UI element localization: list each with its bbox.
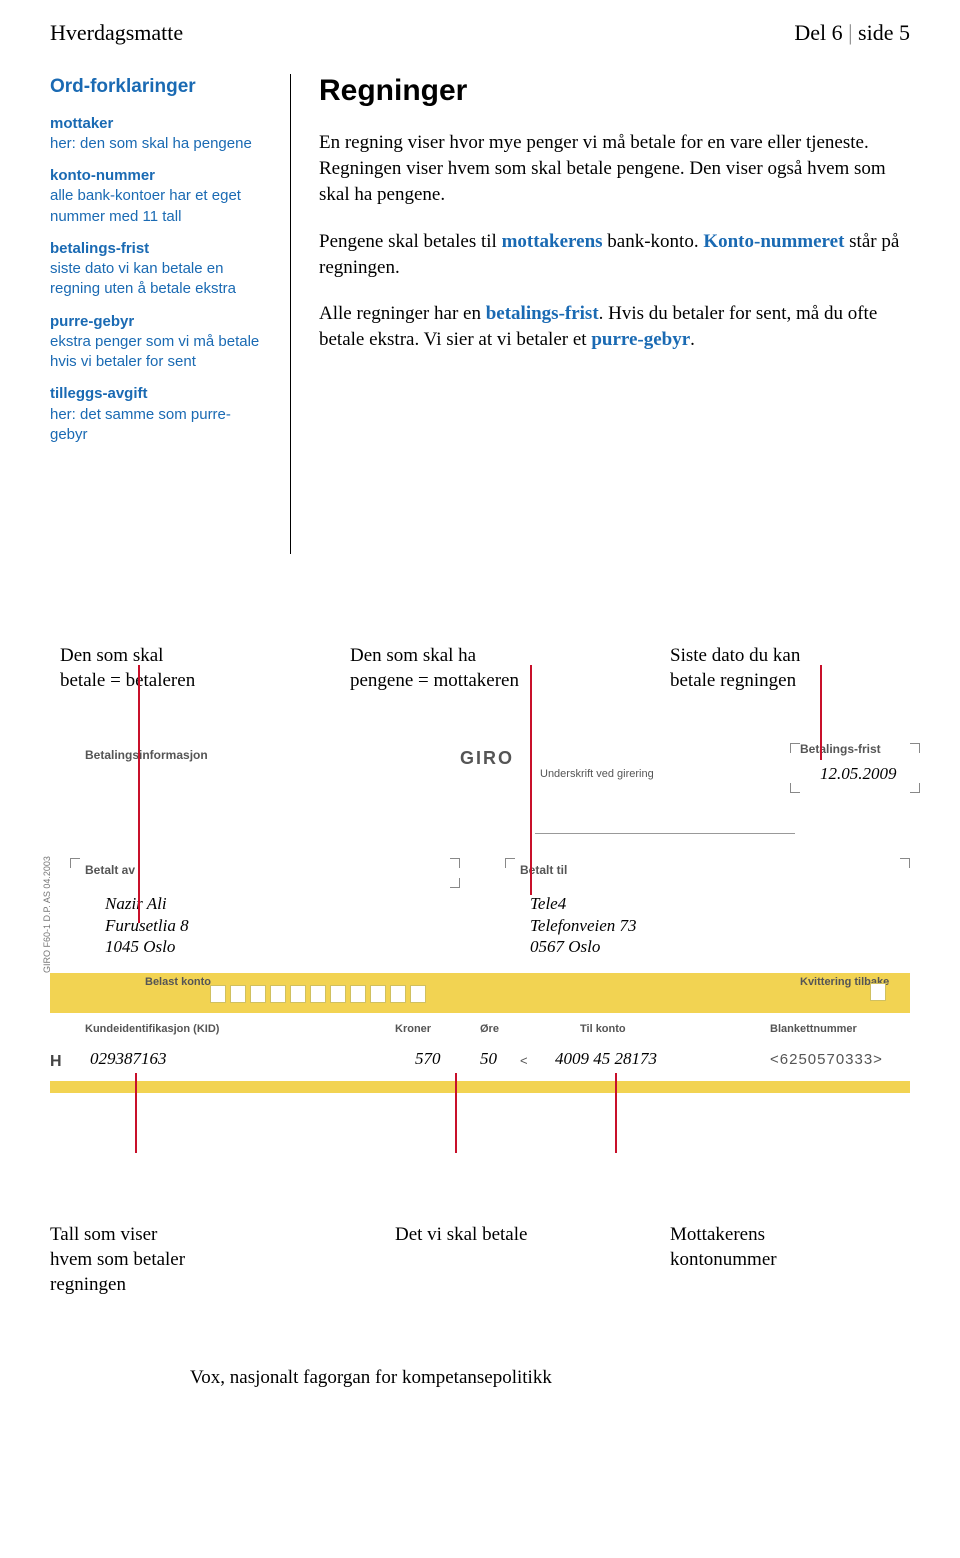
red-line-kid bbox=[135, 1073, 137, 1153]
inline-term-betalingsfrist: betalings-frist bbox=[486, 303, 599, 324]
giro-tilkonto: 4009 45 28173 bbox=[555, 1048, 657, 1069]
crop-mark bbox=[450, 858, 460, 868]
red-line-payer bbox=[138, 665, 140, 923]
giro-payee: Tele4 Telefonveien 73 0567 Oslo bbox=[530, 893, 637, 957]
callout-payee: Den som skal ha pengene = mottakeren bbox=[350, 644, 610, 693]
paragraph-1: En regning viser hvor mye penger vi må b… bbox=[319, 130, 910, 209]
giro-blankett: <6250570333> bbox=[770, 1051, 883, 1068]
content-columns: Ord-forklaringer mottaker her: den som s… bbox=[50, 74, 910, 554]
label-kid: Kundeidentifikasjon (KID) bbox=[85, 1023, 219, 1035]
label-betalingsfrist: Betalings-frist bbox=[800, 743, 881, 756]
crop-mark bbox=[790, 783, 800, 793]
header-left: Hverdagsmatte bbox=[50, 20, 183, 46]
main-heading: Regninger bbox=[319, 74, 910, 108]
giro-form: GIRO F60-1 D.P. AS 04.2003 Betalingsinfo… bbox=[50, 713, 910, 1213]
label-ore: Øre bbox=[480, 1023, 499, 1035]
crop-mark bbox=[505, 858, 515, 868]
term-konto-nummer: konto-nummer bbox=[50, 166, 268, 186]
label-blankett: Blankettnummer bbox=[770, 1023, 857, 1035]
label-giro: GIRO bbox=[460, 748, 514, 769]
crop-mark bbox=[70, 858, 80, 868]
def-konto-nummer: alle bank-kontoer har et eget nummer med… bbox=[50, 186, 268, 227]
label-underskrift: Underskrift ved girering bbox=[540, 768, 654, 780]
top-callouts-row: Den som skal betale = betaleren Den som … bbox=[50, 644, 910, 693]
term-betalings-frist: betalings-frist bbox=[50, 239, 268, 259]
inline-term-mottakerens: mottakerens bbox=[502, 231, 603, 252]
def-tilleggs-avgift: her: det samme som purre-gebyr bbox=[50, 405, 268, 446]
main-content: Regninger En regning viser hvor mye peng… bbox=[291, 74, 910, 554]
crop-mark bbox=[900, 858, 910, 868]
giro-date: 12.05.2009 bbox=[820, 763, 897, 784]
inline-term-kontonummeret: Konto-nummeret bbox=[703, 231, 844, 252]
callout-amount: Det vi skal betale bbox=[395, 1223, 625, 1297]
giro-kid: 029387163 bbox=[90, 1048, 167, 1069]
red-line-date bbox=[820, 665, 822, 760]
footer: Vox, nasjonalt fagorgan for kompetansepo… bbox=[50, 1367, 910, 1389]
inline-term-purregebyr: purre-gebyr bbox=[591, 329, 690, 350]
signature-line bbox=[535, 833, 795, 834]
callout-account: Mottakerens kontonummer bbox=[670, 1223, 900, 1297]
label-belast-konto: Belast konto bbox=[145, 976, 211, 988]
crop-mark bbox=[910, 783, 920, 793]
label-betalt-til: Betalt til bbox=[520, 863, 567, 877]
label-kroner: Kroner bbox=[395, 1023, 431, 1035]
header-right: Del 6 | side 5 bbox=[794, 20, 910, 46]
red-line-konto bbox=[615, 1073, 617, 1153]
red-line-belop bbox=[455, 1073, 457, 1153]
giro-side-text: GIRO F60-1 D.P. AS 04.2003 bbox=[42, 856, 52, 973]
giro-payer: Nazir Ali Furusetlia 8 1045 Oslo bbox=[105, 893, 189, 957]
h-mark: H bbox=[50, 1053, 62, 1071]
crop-mark bbox=[450, 878, 460, 888]
kvittering-box bbox=[870, 983, 886, 1001]
sidebar-glossary: Ord-forklaringer mottaker her: den som s… bbox=[50, 74, 290, 554]
callout-payer: Den som skal betale = betaleren bbox=[60, 644, 290, 693]
label-tilkonto: Til konto bbox=[580, 1023, 626, 1035]
belast-boxes bbox=[210, 985, 426, 1003]
label-betalingsinformasjon: Betalingsinformasjon bbox=[85, 748, 208, 762]
paragraph-2: Pengene skal betales til mottakerens ban… bbox=[319, 229, 910, 281]
def-betalings-frist: siste dato vi kan betale en regning uten… bbox=[50, 259, 268, 300]
crop-mark bbox=[790, 743, 800, 753]
def-mottaker: her: den som skal ha pengene bbox=[50, 134, 268, 154]
callout-kid: Tall som viser hvem som betaler regninge… bbox=[50, 1223, 280, 1297]
giro-kroner: 570 bbox=[415, 1048, 441, 1069]
def-purre-gebyr: ekstra penger som vi må betale hvis vi b… bbox=[50, 332, 268, 373]
page-header: Hverdagsmatte Del 6 | side 5 bbox=[50, 20, 910, 46]
bottom-callouts-row: Tall som viser hvem som betaler regninge… bbox=[50, 1223, 910, 1297]
callout-due-date: Siste dato du kan betale regningen bbox=[670, 644, 900, 693]
term-purre-gebyr: purre-gebyr bbox=[50, 312, 268, 332]
arrow-mark: < bbox=[520, 1053, 528, 1068]
paragraph-3: Alle regninger har en betalings-frist. H… bbox=[319, 301, 910, 353]
crop-mark bbox=[910, 743, 920, 753]
term-tilleggs-avgift: tilleggs-avgift bbox=[50, 384, 268, 404]
label-betalt-av: Betalt av bbox=[85, 863, 135, 877]
red-line-payee bbox=[530, 665, 532, 895]
term-mottaker: mottaker bbox=[50, 114, 268, 134]
yellow-band-bottom bbox=[50, 1081, 910, 1093]
giro-ore: 50 bbox=[480, 1048, 497, 1069]
sidebar-heading: Ord-forklaringer bbox=[50, 74, 268, 100]
